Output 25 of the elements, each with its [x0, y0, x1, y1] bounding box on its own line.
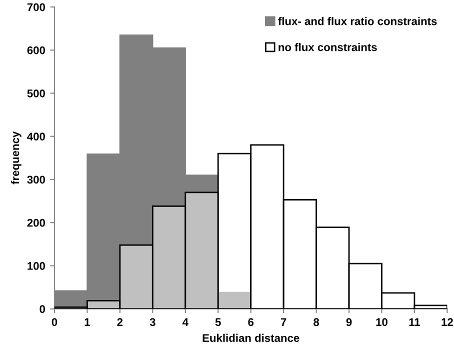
x-tick-label: 7 [280, 318, 286, 326]
y-tick-label: 300 [27, 176, 45, 184]
x-tick-label: 8 [314, 318, 320, 326]
y-tick-label: 100 [28, 262, 45, 270]
x-tick-label: 6 [248, 318, 254, 326]
x-tick-label: 11 [409, 318, 420, 326]
legend-label: no flux constraints [278, 43, 377, 52]
y-tick-label: 200 [27, 218, 45, 227]
x-tick-label: 3 [150, 318, 156, 326]
y-tick-label: 500 [27, 90, 45, 98]
legend-label: flux- and flux ratio constraints [278, 17, 437, 26]
x-tick-label: 5 [215, 318, 221, 326]
x-tick-label: 12 [442, 318, 453, 326]
x-axis-title: Euklidian distance [202, 334, 300, 342]
x-tick-label: 4 [182, 318, 188, 326]
x-tick-label: 10 [376, 318, 388, 326]
y-tick-label: 600 [27, 46, 45, 54]
y-tick-label: 700 [27, 3, 45, 12]
y-axis-title: frequency [11, 131, 22, 184]
y-tick-label: 0 [40, 305, 45, 313]
y-tick-label: 400 [27, 132, 45, 140]
x-tick-label: 0 [52, 318, 58, 326]
x-tick-label: 2 [117, 318, 123, 326]
x-tick-label: 9 [346, 318, 352, 326]
x-tick-label: 1 [84, 318, 90, 326]
